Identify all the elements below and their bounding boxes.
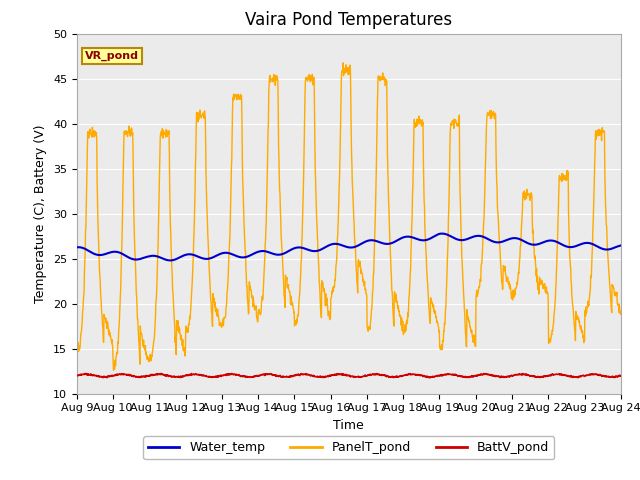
Text: VR_pond: VR_pond [85,51,139,61]
Legend: Water_temp, PanelT_pond, BattV_pond: Water_temp, PanelT_pond, BattV_pond [143,436,554,459]
Y-axis label: Temperature (C), Battery (V): Temperature (C), Battery (V) [35,124,47,303]
Title: Vaira Pond Temperatures: Vaira Pond Temperatures [245,11,452,29]
X-axis label: Time: Time [333,419,364,432]
